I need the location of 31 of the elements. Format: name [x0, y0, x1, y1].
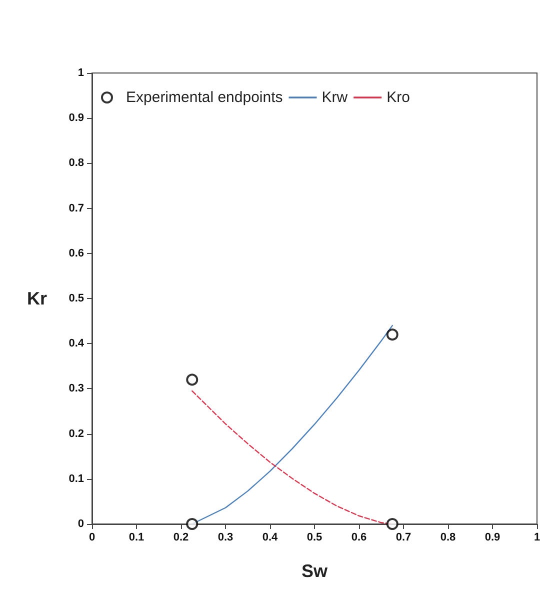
x-tick-label: 0.9	[484, 532, 500, 544]
y-axis-title: Kr	[26, 288, 47, 308]
x-tick-label: 1	[534, 532, 540, 544]
y-tick-label: 0.6	[68, 247, 84, 260]
x-tick-label: 0.7	[396, 532, 412, 544]
y-tick-label: 0.2	[68, 428, 84, 440]
y-tick-label: 0.8	[68, 157, 84, 170]
point	[186, 374, 198, 386]
legend-label: Krw	[322, 89, 348, 106]
x-tick-label: 0.3	[218, 532, 234, 544]
point	[386, 518, 398, 530]
y-tick-label: 0.5	[68, 292, 84, 304]
x-tick-label: 0.2	[173, 532, 189, 544]
x-axis-title: Sw	[301, 561, 328, 581]
x-tick-label: 0.1	[128, 532, 144, 544]
x-tick-label: 0.4	[262, 532, 279, 544]
y-tick-label: 0.4	[68, 338, 85, 350]
point	[386, 328, 398, 341]
x-tick-label: 0.8	[440, 532, 456, 544]
y-tick-label: 0.7	[68, 202, 84, 214]
y-tick-label: 1	[78, 67, 84, 79]
legend-label: Kro	[386, 89, 410, 106]
x-tick-label: 0	[88, 532, 96, 544]
y-tick-label: 0	[78, 518, 84, 530]
y-tick-label: 0.9	[68, 112, 84, 124]
y-tick-label: 0.1	[68, 472, 84, 485]
x-tick-label: 0.5	[306, 532, 322, 544]
point	[186, 518, 198, 530]
y-tick-label: 0.3	[68, 382, 84, 395]
legend-label: Experimental endpoints	[126, 89, 283, 106]
x-tick-label: 0.6	[351, 532, 367, 544]
